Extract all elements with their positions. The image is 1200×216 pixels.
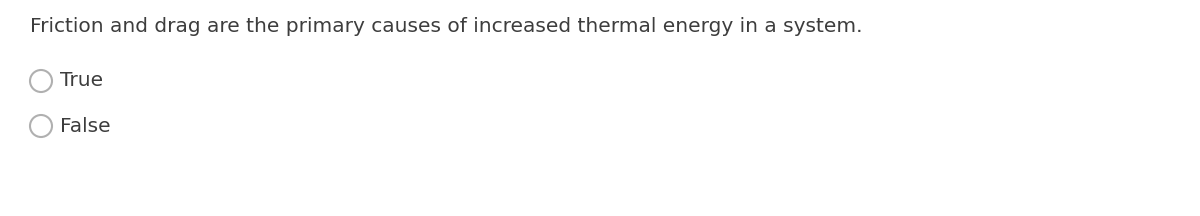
- Circle shape: [30, 70, 52, 92]
- Text: True: True: [60, 71, 103, 91]
- Circle shape: [30, 115, 52, 137]
- Text: False: False: [60, 116, 110, 135]
- Text: Friction and drag are the primary causes of increased thermal energy in a system: Friction and drag are the primary causes…: [30, 16, 863, 35]
